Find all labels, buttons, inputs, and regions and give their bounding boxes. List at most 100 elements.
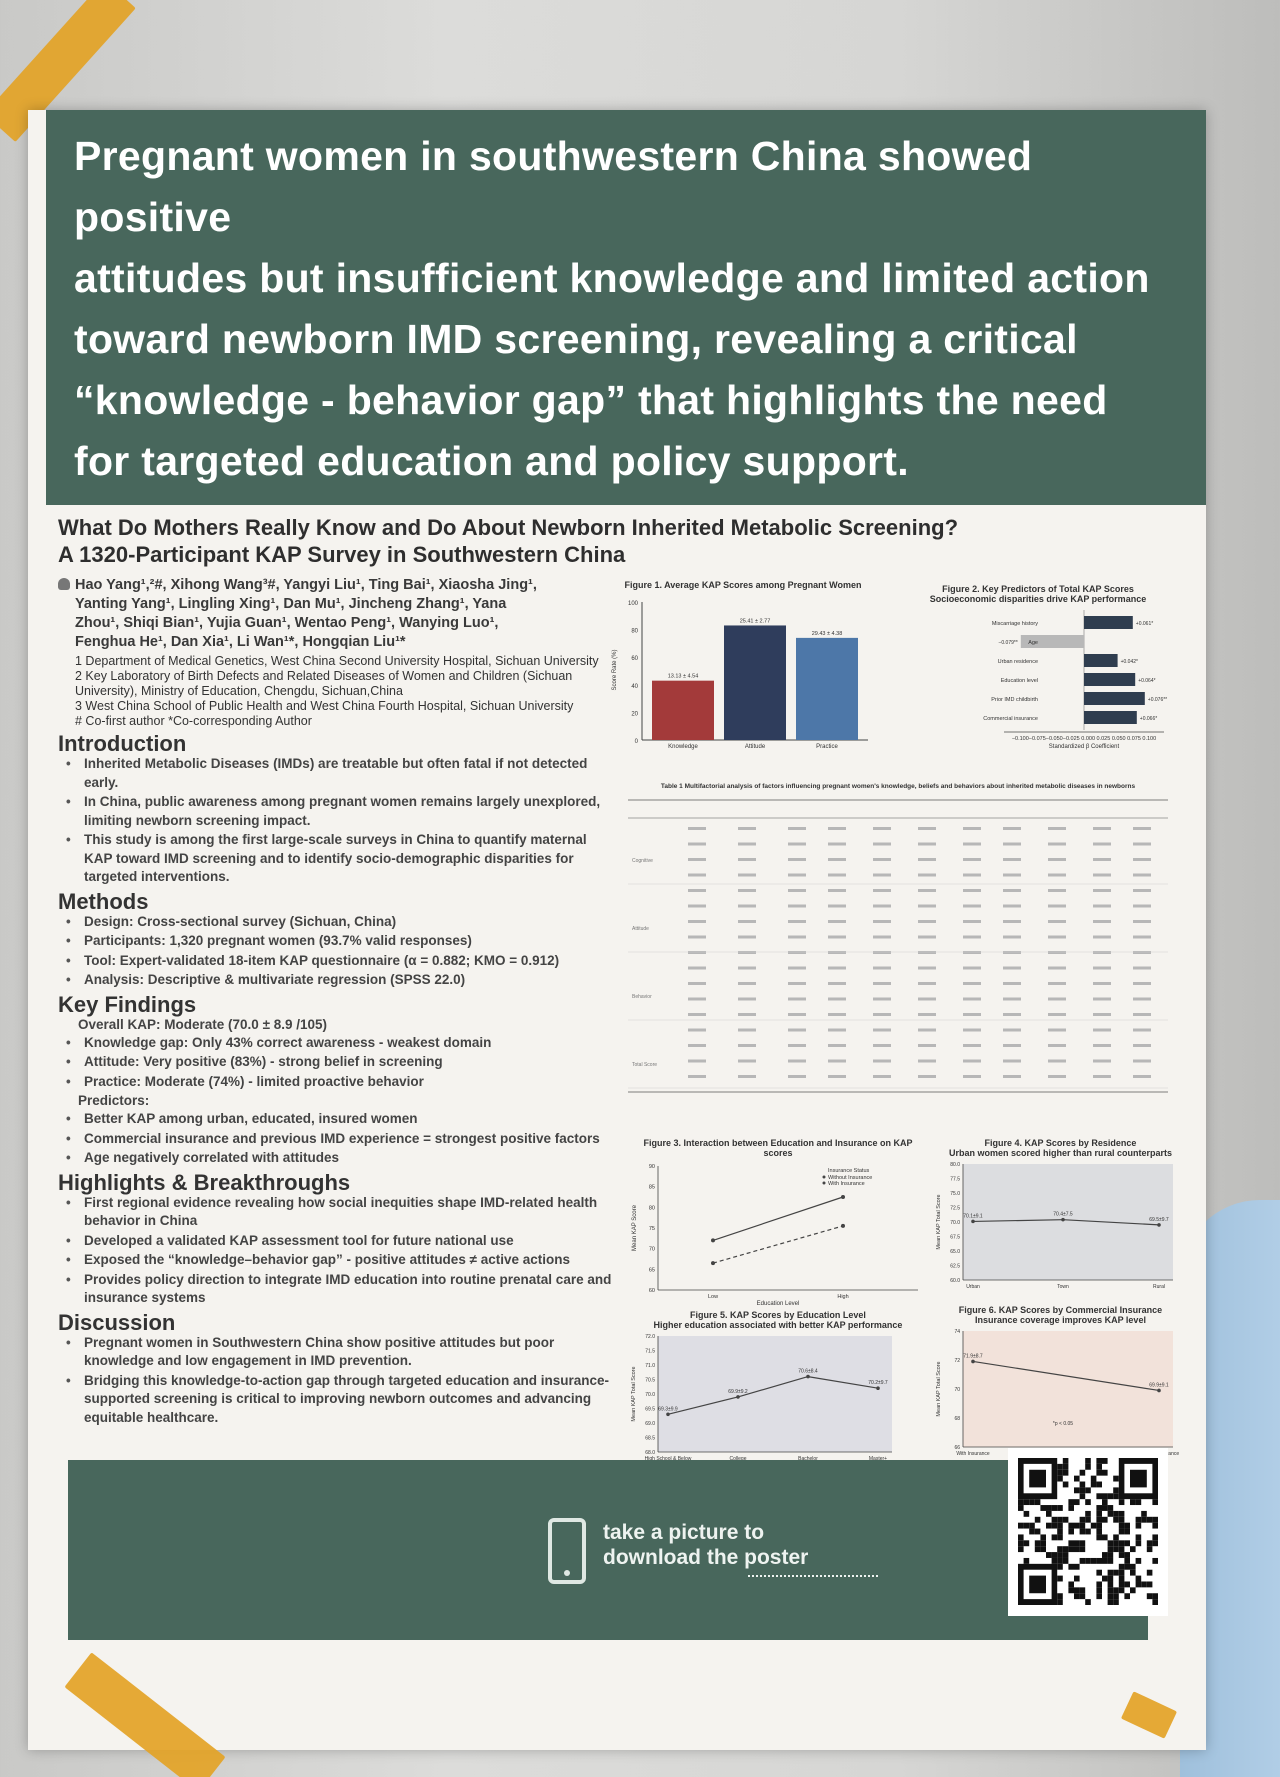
table-cell xyxy=(1133,1059,1151,1063)
qr-module xyxy=(1107,1540,1114,1547)
table-cell xyxy=(828,920,846,923)
qr-module xyxy=(1118,1522,1125,1529)
qr-code[interactable] xyxy=(1008,1448,1168,1616)
qr-module xyxy=(1079,1516,1086,1523)
table-cell xyxy=(828,1044,846,1047)
qr-module xyxy=(1068,1522,1074,1529)
list-item: Analysis: Descriptive & multivariate reg… xyxy=(58,971,618,990)
table-cell xyxy=(1093,1059,1111,1063)
qr-module xyxy=(1124,1563,1130,1570)
legend-label: With Insurance xyxy=(828,1181,865,1187)
overall-kap: Overall KAP: Moderate (70.0 ± 8.9 /105) xyxy=(78,1016,328,1032)
x-tick-label: Town xyxy=(1057,1284,1069,1290)
table-cell xyxy=(1093,935,1111,939)
y-axis-label: Mean KAP Total Score xyxy=(631,1366,637,1421)
list-item: Provides policy direction to integrate I… xyxy=(58,1271,618,1308)
y-tick-label: 71.0 xyxy=(645,1363,655,1369)
qr-module xyxy=(1062,1557,1069,1564)
qr-module xyxy=(1124,1540,1130,1547)
qr-module xyxy=(1018,1546,1024,1553)
qr-module xyxy=(1102,1499,1108,1506)
qr-module xyxy=(1113,1510,1119,1517)
table-cell xyxy=(738,1013,756,1016)
table-cell xyxy=(918,982,936,985)
highlights-list: First regional evidence revealing how so… xyxy=(58,1194,618,1308)
table-cell xyxy=(918,1044,936,1047)
table-cell xyxy=(1003,920,1021,923)
bar-value-label: +0.061* xyxy=(1136,621,1153,627)
qr-module xyxy=(1074,1540,1080,1547)
qr-module xyxy=(1074,1487,1080,1494)
y-axis-label: Mean KAP Score xyxy=(632,1204,638,1251)
predictors-list: Better KAP among urban, educated, insure… xyxy=(58,1110,618,1168)
qr-module xyxy=(1096,1510,1102,1517)
data-label: 70.1±9.1 xyxy=(963,1213,983,1219)
y-tick-label: 75 xyxy=(649,1226,655,1232)
qr-module xyxy=(1118,1516,1125,1523)
qr-module xyxy=(1034,1546,1041,1553)
data-point xyxy=(1061,1217,1065,1222)
figure-2-subtitle: Socioeconomic disparities drive KAP perf… xyxy=(929,594,1147,604)
qr-module xyxy=(1113,1593,1119,1600)
table-cell xyxy=(918,827,936,830)
qr-module xyxy=(1062,1552,1069,1558)
data-label: 69.9±9.2 xyxy=(728,1389,748,1395)
table-cell xyxy=(1003,935,1021,939)
data-label: 70.4±7.5 xyxy=(1053,1212,1073,1218)
table-cell xyxy=(738,873,756,877)
qr-module xyxy=(1102,1458,1108,1464)
x-tick-label: Practice xyxy=(816,744,838,750)
qr-module xyxy=(1146,1546,1153,1553)
qr-module xyxy=(1057,1575,1063,1582)
table-cell xyxy=(788,920,806,923)
table-cell xyxy=(918,951,936,954)
qr-module xyxy=(1085,1458,1091,1464)
qr-module xyxy=(1107,1587,1114,1594)
qr-module xyxy=(1040,1540,1046,1547)
qr-module xyxy=(1079,1546,1086,1553)
table-group-label: Attitude xyxy=(632,926,649,932)
table-cell xyxy=(688,951,706,954)
series-line xyxy=(667,1396,739,1415)
table-cell xyxy=(918,920,936,923)
qr-finder xyxy=(1029,1575,1046,1594)
list-item: In China, public awareness among pregnan… xyxy=(58,793,618,830)
y-tick-label: 60.0 xyxy=(950,1278,960,1284)
table-cell xyxy=(1093,858,1111,861)
qr-module xyxy=(1023,1510,1030,1517)
qr-module xyxy=(1079,1540,1086,1547)
qr-module xyxy=(1124,1593,1130,1600)
qr-module xyxy=(1068,1505,1074,1511)
methods-title: Methods xyxy=(58,888,149,914)
qr-module xyxy=(1107,1593,1114,1600)
qr-module xyxy=(1118,1540,1125,1547)
y-tick-label: 70 xyxy=(954,1387,960,1393)
table-cell xyxy=(788,842,806,846)
table-cell xyxy=(873,1075,891,1078)
table-cell xyxy=(1133,997,1151,1001)
table-group-label: Total Score xyxy=(632,1062,657,1068)
y-tick-label: 65.0 xyxy=(950,1249,960,1255)
qr-module xyxy=(1118,1581,1125,1588)
x-axis-label: Education Level xyxy=(757,1301,800,1306)
table-cell xyxy=(688,966,706,970)
qr-module xyxy=(1096,1587,1102,1594)
y-tick-label: 20 xyxy=(631,711,638,717)
table-cell xyxy=(1003,827,1021,830)
qr-module xyxy=(1107,1575,1114,1582)
y-tick-label: 80 xyxy=(631,629,638,635)
table-cell xyxy=(1133,951,1151,954)
y-tick-label: 70 xyxy=(649,1247,655,1253)
data-point xyxy=(806,1374,810,1379)
table-cell xyxy=(1093,966,1111,970)
table-cell xyxy=(1133,920,1151,923)
table-cell xyxy=(1133,966,1151,970)
table-cell xyxy=(738,1044,756,1047)
qr-module xyxy=(1141,1516,1147,1523)
qr-module xyxy=(1118,1569,1125,1576)
qr-module xyxy=(1107,1493,1114,1500)
qr-module xyxy=(1068,1587,1074,1594)
qr-module xyxy=(1090,1522,1097,1529)
qr-module xyxy=(1102,1552,1108,1558)
qr-module xyxy=(1130,1563,1136,1570)
